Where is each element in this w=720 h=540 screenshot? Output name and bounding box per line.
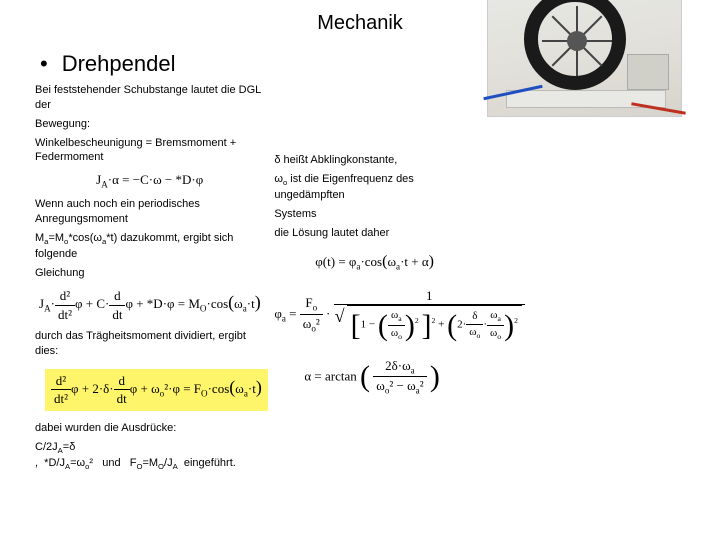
p3: durch das Trägheitsmoment dividiert, erg… [35, 329, 264, 359]
bullet-marker: • [40, 51, 48, 77]
eq-amplitude: φa = Fo ωo² · 1 [1 − (ωaωo)2 ]2 + (2·δωo… [274, 287, 452, 343]
eq-normalized-ode: d²dt²φ + 2·δ·ddtφ + ωo²·φ = FO·cos(ωa·t) [45, 369, 264, 411]
p1c: Winkelbescheunigung = Bremsmoment + Fede… [35, 136, 264, 166]
p2c: Gleichung [35, 266, 264, 281]
r1c: Systems [274, 207, 452, 222]
eq-forced-ode: JA·d²dt²φ + C·ddtφ + *D·φ = MO·cos(ωa·t) [39, 287, 264, 323]
p2a: Wenn auch noch ein periodisches Anregung… [35, 197, 264, 227]
eq-phase: α = arctan ( 2δ·ωa ωo² − ωa² ) [304, 357, 452, 398]
p4: dabei wurden die Ausdrücke: [35, 421, 264, 436]
r1b: ωo ist die Eigenfrequenz des ungedämpfte… [274, 172, 452, 203]
eq-solution: φ(t) = φa·cos(ωa·t + α) [274, 251, 434, 273]
right-column: δ heißt Abklingkonstante, ωo ist die Eig… [264, 83, 452, 477]
r1a: δ heißt Abklingkonstante, [274, 153, 452, 168]
left-column: Bei feststehender Schubstange lautet die… [35, 83, 264, 477]
bullet-text: Drehpendel [62, 51, 176, 77]
apparatus-photo [487, 0, 682, 117]
bullet-item: • Drehpendel [40, 51, 487, 77]
p1a: Bei feststehender Schubstange lautet die… [35, 83, 264, 113]
p2b: Ma=Mo*cos(ωa*t) dazukommt, ergibt sich f… [35, 231, 264, 262]
p5: C/2JA=δ , *D/JA=ωo² und FO=MO/JA eingefü… [35, 440, 264, 473]
eq-moment-balance: JA·α = −C·ω − *D·φ [35, 171, 264, 191]
p1b: Bewegung: [35, 117, 264, 132]
r1d: die Lösung lautet daher [274, 226, 452, 241]
